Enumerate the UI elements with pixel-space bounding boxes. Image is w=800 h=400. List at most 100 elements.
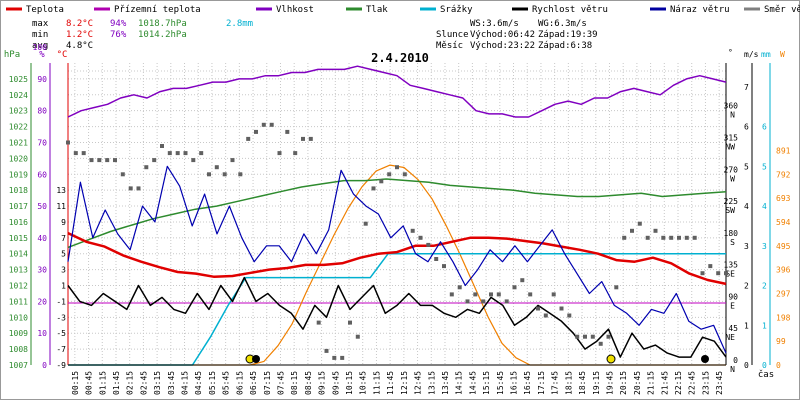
wind-direction-point (496, 292, 501, 297)
wind-direction-point (269, 122, 274, 127)
x-tick-label: 11:15 (372, 371, 381, 395)
wind-direction-point (410, 228, 415, 233)
wind-direction-point (261, 122, 266, 127)
x-tick-label: 20:45 (633, 371, 642, 395)
pressure-tick: 1010 (9, 313, 28, 322)
humidity-unit: % (39, 50, 45, 60)
x-tick-label: 06:15 (235, 371, 244, 395)
wind-direction-point (113, 158, 117, 163)
wind-direction-point (559, 306, 564, 311)
humidity-tick: 60 (37, 170, 47, 179)
series-pressure (67, 178, 727, 249)
pressure-unit: hPa (4, 50, 20, 60)
x-tick-label: 12:15 (400, 371, 409, 395)
direction-tick: 90 (728, 292, 738, 301)
x-tick-label: 01:15 (98, 371, 107, 395)
wind-direction-point (724, 271, 728, 276)
temperature-tick: 3 (61, 266, 66, 275)
x-tick-label: 22:15 (674, 371, 683, 395)
x-axis-label: čas (758, 369, 774, 380)
direction-tick: 0 (733, 356, 738, 365)
x-tick-label: 05:45 (222, 371, 231, 395)
wind-direction-point (73, 151, 78, 156)
x-tick-label: 14:45 (468, 371, 477, 395)
pressure-tick: 1007 (9, 361, 28, 370)
solar-tick: 594 (776, 218, 791, 227)
solar-unit: W (780, 50, 785, 59)
legend-label: Vlhkost (276, 5, 314, 15)
temperature-tick: -3 (56, 313, 66, 322)
rain-tick: 0 (762, 361, 767, 370)
rain-tick: 3 (762, 242, 767, 251)
wind-direction-point (97, 158, 102, 163)
x-tick-label: 13:15 (427, 371, 436, 395)
wind-direction-point (340, 355, 345, 360)
direction-compass: S (730, 238, 735, 247)
direction-unit: ° (728, 48, 733, 57)
chart-title: 2.4.2010 (371, 51, 429, 65)
wind-direction-point (442, 264, 446, 269)
pressure-tick: 1025 (9, 75, 28, 84)
humidity-tick: 0 (42, 361, 47, 370)
humidity-tick: 20 (37, 297, 47, 306)
wind-direction-point (207, 172, 211, 177)
direction-tick: 180 (724, 229, 739, 238)
direction-compass: NE (725, 333, 735, 342)
x-tick-label: 04:45 (194, 371, 203, 395)
temperature-tick: 7 (61, 234, 66, 243)
stat-max-label: max (32, 19, 49, 29)
x-tick-label: 08:15 (290, 371, 299, 395)
wind-direction-point (606, 334, 611, 339)
wind-direction-point (434, 257, 439, 261)
x-tick-label: 17:15 (537, 371, 546, 395)
humidity-tick: 50 (37, 202, 47, 211)
series-wind-gust (67, 165, 727, 354)
stat-min-temp: 1.2°C (66, 30, 93, 40)
solar-tick: 693 (776, 194, 791, 203)
x-tick-label: 19:15 (592, 371, 601, 395)
wind-direction-point (254, 129, 258, 134)
temperature-unit: °C (57, 50, 68, 60)
chart-axes: hPa1007100810091010101110121013101410151… (4, 43, 791, 374)
x-tick-label: 16:15 (510, 371, 519, 395)
wind-direction-point (402, 172, 407, 177)
series-temperature (67, 231, 727, 286)
wind-direction-point (324, 348, 329, 353)
x-tick-label: 12:45 (414, 371, 423, 395)
wind-direction-point (355, 334, 360, 339)
wind-direction-point (661, 235, 666, 240)
wind-direction-point (622, 235, 627, 240)
humidity-tick: 30 (37, 266, 47, 275)
stat-max-temp: 8.2°C (66, 19, 93, 29)
x-tick-label: 04:15 (181, 371, 190, 395)
wind-speed-tick: 7 (744, 83, 749, 92)
x-tick-label: 21:45 (660, 371, 669, 395)
wind-gust-info: WG:6.3m/s (538, 19, 587, 29)
x-tick-label: 09:45 (331, 371, 340, 395)
x-tick-label: 08:45 (304, 371, 313, 395)
wind-direction-point (308, 136, 313, 141)
direction-compass: N (730, 365, 735, 374)
solar-tick: 792 (776, 170, 791, 179)
wind-direction-point (598, 341, 603, 346)
rain-tick: 2 (762, 282, 767, 291)
solar-tick: 495 (776, 242, 791, 251)
wind-speed-info: WS:3.6m/s (470, 19, 519, 29)
wind-direction-point (708, 264, 713, 269)
sun-set: Západ:19:39 (538, 30, 598, 40)
stat-min-label: min (32, 30, 48, 40)
stat-avg-temp: 4.8°C (66, 41, 93, 51)
wind-direction-point (120, 172, 125, 177)
x-tick-label: 10:15 (345, 371, 354, 395)
wind-direction-point (128, 186, 133, 191)
direction-tick: 270 (724, 165, 739, 174)
wind-speed-tick: 0 (744, 361, 749, 370)
stat-min-hum: 76% (110, 30, 127, 40)
wind-direction-point (175, 151, 180, 156)
solar-tick: 396 (776, 266, 791, 275)
wind-direction-point (630, 228, 634, 233)
wind-direction-point (551, 292, 556, 297)
x-tick-label: 06:45 (249, 371, 258, 395)
wind-direction-point (246, 136, 251, 141)
